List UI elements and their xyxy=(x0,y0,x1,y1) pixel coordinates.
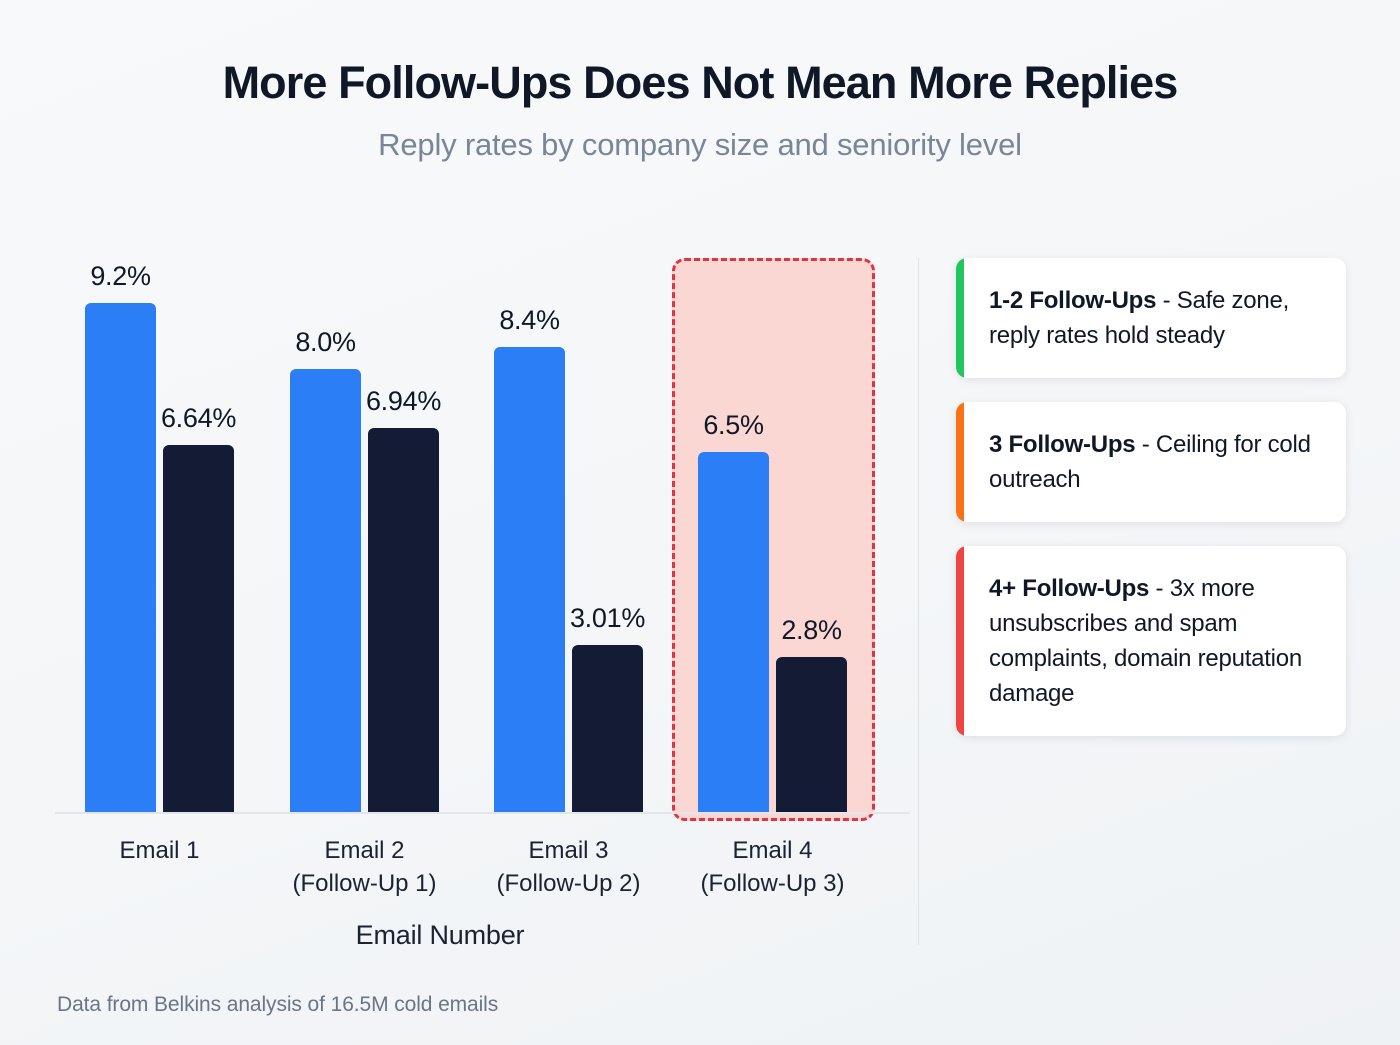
insight-card-2[interactable]: 3 Follow-Ups - Ceiling for cold outreach xyxy=(956,402,1346,523)
x-tick-group2: Email 2 (Follow-Up 1) xyxy=(225,834,505,900)
insight-card-1[interactable]: 1-2 Follow-Ups - Safe zone, reply rates … xyxy=(956,258,1346,379)
card-description: - Ceiling for cold outreach xyxy=(989,431,1311,494)
bar-value-label-blue-group2: 8.0% xyxy=(295,327,356,357)
card-title: 3 Follow-Ups xyxy=(989,431,1136,459)
bar-value-label-blue-group4: 6.5% xyxy=(703,410,764,440)
insight-card-list: 1-2 Follow-Ups - Safe zone, reply rates … xyxy=(956,258,1346,760)
x-axis-title: Email Number xyxy=(355,920,525,950)
bar-value-label-navy-group1: 6.64% xyxy=(160,403,237,433)
insight-card-3[interactable]: 4+ Follow-Ups - 3x more unsubscribes and… xyxy=(956,546,1346,737)
bar-navy-group4 xyxy=(776,657,847,812)
card-title: 1-2 Follow-Ups xyxy=(989,287,1157,314)
x-tick-group1: Email 1 xyxy=(20,834,300,867)
card-description: - 3x more unsubscribes and spam complain… xyxy=(989,575,1302,708)
x-tick-line: (Follow-Up 1) xyxy=(292,870,437,898)
x-tick-line: (Follow-Up 2) xyxy=(496,870,641,898)
source-footnote: Data from Belkins analysis of 16.5M cold… xyxy=(57,993,499,1016)
x-tick-line: Email 4 xyxy=(732,837,813,864)
page-title: More Follow-Ups Does Not Mean More Repli… xyxy=(222,57,1179,108)
bar-value-label-navy-group4: 2.8% xyxy=(781,615,842,645)
card-accent-bar xyxy=(956,402,964,523)
x-tick-line: Email 2 xyxy=(324,837,405,864)
card-text: 4+ Follow-Ups - 3x more unsubscribes and… xyxy=(989,571,1322,711)
x-tick-line: Email 1 xyxy=(119,837,200,864)
x-axis-line xyxy=(55,812,910,814)
x-tick-line: Email 3 xyxy=(528,837,609,864)
card-title: 4+ Follow-Ups xyxy=(989,575,1150,603)
card-accent-bar xyxy=(956,546,964,737)
card-text: 1-2 Follow-Ups - Safe zone, reply rates … xyxy=(989,283,1322,353)
vertical-divider xyxy=(918,258,919,945)
header: More Follow-Ups Does Not Mean More Repli… xyxy=(0,57,1400,163)
bar-blue-group3 xyxy=(494,347,565,812)
bar-navy-group2 xyxy=(368,428,439,812)
x-tick-group4: Email 4 (Follow-Up 3) xyxy=(633,834,913,900)
bar-value-label-navy-group3: 3.01% xyxy=(569,603,646,633)
page-subtitle: Reply rates by company size and seniorit… xyxy=(378,127,1022,163)
card-accent-bar xyxy=(956,258,964,379)
card-description: - Safe zone, reply rates hold steady xyxy=(989,287,1289,350)
chart-plot-area: 9.2% 6.64% 8.0% 6.94% 8.4% 3.01% 6.5% 2.8% Emai… xyxy=(20,258,913,1016)
card-text: 3 Follow-Ups - Ceiling for cold outreach xyxy=(989,427,1322,497)
bar-value-label-blue-group1: 9.2% xyxy=(90,261,151,291)
bar-blue-group2 xyxy=(290,369,361,812)
bar-value-label-blue-group3: 8.4% xyxy=(499,305,560,335)
bar-navy-group1 xyxy=(163,445,234,812)
bar-blue-group4 xyxy=(698,452,769,812)
bar-navy-group3 xyxy=(572,645,643,812)
x-tick-line: (Follow-Up 3) xyxy=(700,870,845,898)
x-tick-group3: Email 3 (Follow-Up 2) xyxy=(429,834,709,900)
bar-value-label-navy-group2: 6.94% xyxy=(365,386,442,416)
bar-blue-group1 xyxy=(85,303,156,812)
